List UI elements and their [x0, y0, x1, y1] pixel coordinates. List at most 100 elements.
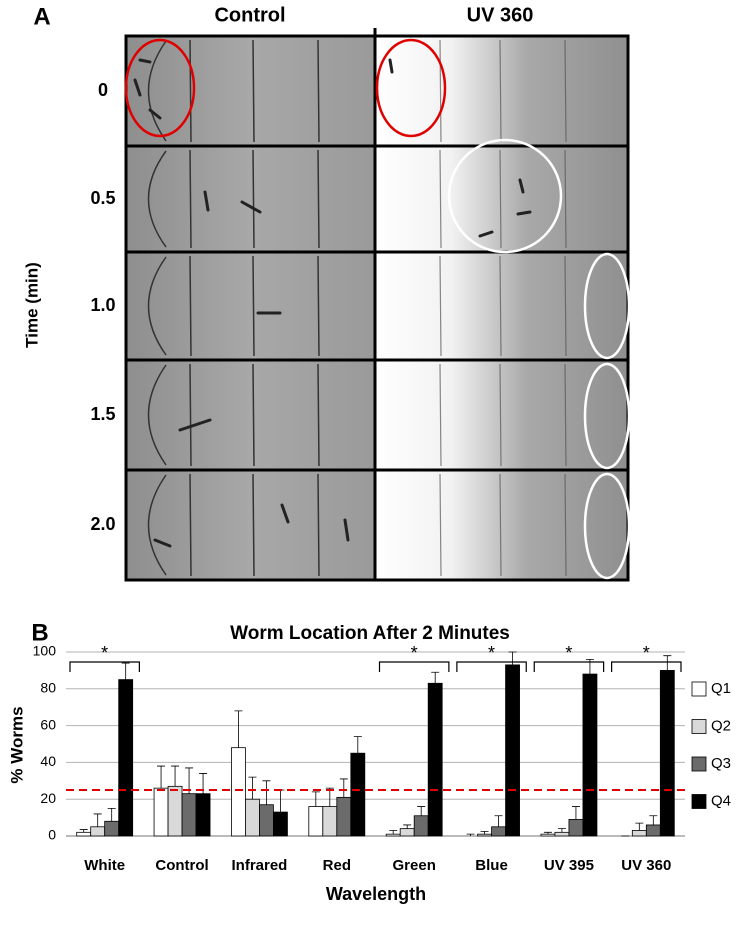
photo-grid: 0 0.5 1.0 1.5 2.0: [90, 28, 631, 582]
y-axis-title: Time (min): [22, 262, 41, 348]
error-bar: [262, 780, 271, 805]
bar: [645, 824, 661, 837]
tank-line: [564, 149, 567, 249]
bar: [181, 793, 197, 837]
error-bar: [635, 822, 644, 831]
significance-star: *: [411, 643, 418, 663]
y-tick-label: 60: [40, 716, 56, 732]
tank-line: [252, 149, 255, 249]
bar: [76, 831, 92, 837]
error-bar: [508, 651, 517, 665]
tank-line: [499, 149, 502, 249]
bar: [231, 747, 246, 837]
significance-star: *: [101, 643, 108, 663]
photo: [375, 252, 628, 360]
tank-edge: [147, 474, 167, 576]
bar: [350, 752, 366, 837]
x-tick-label: Red: [323, 857, 351, 874]
legend-swatch: [691, 794, 707, 809]
highlight-ellipse: [583, 362, 631, 470]
bar: [505, 664, 520, 837]
legend-label: Q2: [711, 717, 731, 734]
bar: [631, 830, 647, 837]
chart: B Worm Location After 2 Minutes Wavelength…: [7, 619, 731, 903]
bar: [385, 833, 401, 837]
tank-line: [564, 363, 567, 467]
worm: [516, 210, 532, 216]
legend-swatch: [691, 719, 707, 734]
highlight-ellipse: [447, 138, 563, 254]
y-tick-label: 0: [48, 827, 56, 843]
significance-star: *: [643, 643, 650, 663]
tank-line: [252, 39, 255, 143]
tank-line: [317, 473, 320, 577]
significance-bracket: [456, 661, 527, 672]
tank-line: [317, 363, 320, 467]
error-bar: [557, 828, 566, 833]
error-bar: [311, 791, 320, 807]
bar: [399, 828, 415, 837]
error-bar: [171, 765, 180, 787]
tank-line: [499, 39, 502, 143]
bar: [568, 819, 584, 837]
error-bar: [543, 831, 552, 835]
row-label: 0: [98, 80, 108, 100]
tank-line: [189, 255, 192, 357]
row-label: 2.0: [90, 514, 115, 534]
tank-line: [189, 39, 192, 143]
tank-edge: [147, 40, 167, 142]
bar: [322, 806, 338, 837]
tank-line: [317, 149, 320, 249]
photo: [126, 36, 375, 146]
tank-line: [439, 363, 442, 467]
photo: [375, 36, 628, 146]
error-bar: [248, 776, 257, 800]
x-tick-label: Blue: [475, 857, 508, 874]
bar: [153, 787, 169, 837]
bar: [540, 833, 556, 837]
panel-label: A: [33, 3, 50, 30]
column-label: Control: [214, 4, 285, 26]
photo: [126, 470, 375, 580]
error-bar: [107, 808, 116, 822]
tank-line: [252, 255, 255, 357]
x-tick-label: Infrared: [232, 857, 288, 874]
error-bar: [276, 789, 285, 813]
legend-label: Q3: [711, 755, 731, 772]
x-tick-label: White: [84, 857, 125, 874]
tank-line: [439, 255, 442, 357]
highlight-ellipse: [375, 38, 447, 138]
bar: [90, 826, 106, 837]
bar: [659, 670, 675, 837]
tank-line: [564, 255, 567, 357]
tank-line: [189, 473, 192, 577]
worm: [240, 200, 262, 214]
x-axis-title: Wavelength: [326, 884, 426, 904]
tank-line: [189, 363, 192, 467]
tank-line: [499, 473, 502, 577]
x-tick-label: Green: [393, 857, 436, 874]
worm: [153, 538, 172, 548]
bar: [336, 796, 352, 837]
error-bar: [431, 671, 440, 684]
y-tick-label: 80: [40, 680, 56, 696]
photo: [126, 360, 375, 470]
error-bar: [417, 806, 426, 816]
photo: [375, 360, 628, 470]
tank-line: [189, 149, 192, 249]
significance-bracket: [69, 661, 140, 672]
column-label: UV 360: [467, 4, 534, 26]
bar: [491, 826, 506, 837]
tank-line: [252, 363, 255, 467]
error-bar: [93, 813, 102, 827]
row-label: 1.0: [90, 295, 115, 315]
worm: [148, 108, 162, 120]
significance-bracket: [378, 661, 450, 672]
worm: [138, 58, 152, 64]
legend-label: Q1: [711, 680, 731, 697]
photo: [126, 252, 375, 360]
error-bar: [325, 787, 334, 807]
tank-line: [439, 473, 442, 577]
error-bar: [234, 710, 243, 748]
error-bar: [121, 662, 130, 680]
